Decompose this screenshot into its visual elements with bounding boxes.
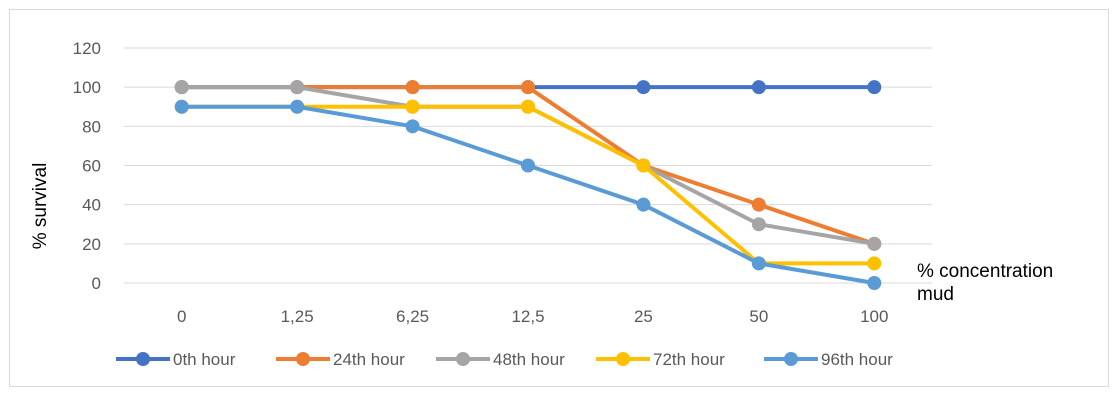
series-line	[179, 104, 877, 285]
y-tick-label-20: 20	[82, 235, 101, 254]
legend-item: 24th hour	[276, 350, 405, 369]
data-point	[405, 80, 420, 95]
data-point	[174, 99, 189, 114]
data-point	[521, 80, 535, 95]
series-4	[174, 99, 882, 271]
series-group	[174, 80, 882, 290]
y-tick-label-100: 100	[73, 78, 101, 97]
x-tick-label: 6,25	[396, 307, 429, 326]
y-tick-label-0: 0	[92, 274, 101, 293]
x-tick-label: 12,5	[511, 307, 544, 326]
x-tick-label: 25	[634, 307, 653, 326]
legend-item: 72th hour	[596, 350, 725, 369]
data-point	[521, 99, 535, 114]
y-tick-label-60: 60	[82, 157, 101, 176]
legend-item: 48th hour	[436, 350, 565, 369]
data-point	[867, 236, 882, 251]
x-axis-title-line-1: % concentration	[917, 261, 1053, 282]
series-5	[174, 99, 882, 290]
legend-item: 96th hour	[764, 350, 893, 369]
x-axis-ticks: 0 1,25 6,25 12,5 25 50 100	[177, 307, 888, 326]
legend-label: 48th hour	[493, 350, 565, 369]
x-axis-title-line-2: mud	[917, 284, 954, 305]
data-point	[405, 119, 420, 134]
data-point	[174, 80, 189, 95]
series-line	[179, 104, 877, 266]
data-point	[636, 80, 651, 95]
data-point	[636, 158, 651, 173]
legend-label: 24th hour	[333, 350, 405, 369]
data-point	[290, 80, 305, 95]
data-point	[751, 197, 766, 212]
y-tick-label-80: 80	[82, 117, 101, 136]
y-axis-ticks: 0 20 40 60 80 100 120	[73, 39, 101, 293]
x-tick-label: 0	[177, 307, 186, 326]
data-point	[521, 158, 535, 173]
legend-marker	[784, 352, 798, 366]
y-tick-label-40: 40	[82, 196, 101, 215]
legend-marker	[456, 352, 470, 366]
data-point	[290, 99, 305, 114]
data-point	[751, 217, 766, 232]
data-point	[751, 80, 766, 95]
legend: 0th hour 24th hour 48th hour 72th hour 96th …	[116, 350, 893, 369]
legend-label: 0th hour	[173, 350, 236, 369]
data-point	[867, 80, 882, 95]
y-axis-title: % survival	[30, 163, 51, 250]
legend-item: 0th hour	[116, 350, 236, 369]
legend-marker	[616, 352, 630, 366]
x-tick-label: 1,25	[281, 307, 314, 326]
legend-label: 72th hour	[653, 350, 725, 369]
legend-label: 96th hour	[821, 350, 893, 369]
data-point	[867, 276, 882, 290]
x-tick-label: 100	[860, 307, 888, 326]
data-point	[867, 256, 882, 271]
data-point	[751, 256, 766, 271]
data-point	[405, 99, 420, 114]
data-point	[636, 197, 651, 212]
x-tick-label: 50	[749, 307, 768, 326]
chart-frame	[9, 9, 1109, 387]
legend-marker	[136, 352, 150, 366]
legend-marker	[296, 352, 310, 366]
y-tick-label-120: 120	[73, 39, 101, 58]
